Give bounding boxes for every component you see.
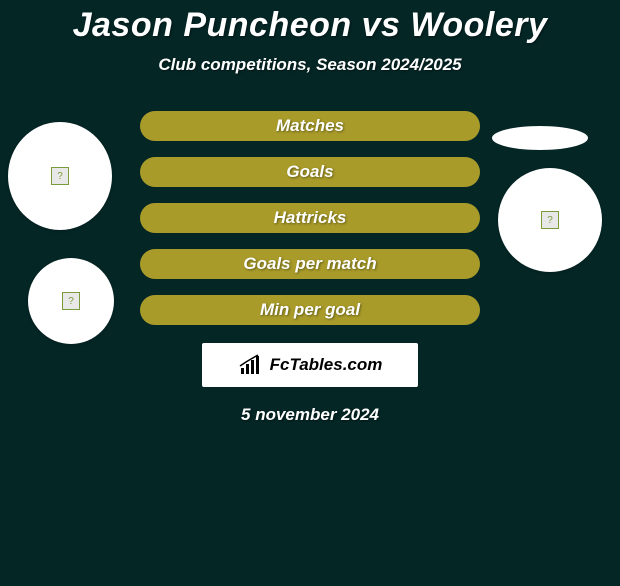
stat-label: Min per goal bbox=[260, 300, 360, 320]
brand-attribution: FcTables.com bbox=[202, 343, 418, 387]
stat-label: Matches bbox=[276, 116, 344, 136]
stat-bar: Min per goal bbox=[140, 295, 480, 325]
stats-container: ? ? ? 2Matches0Goals0HattricksGoals per … bbox=[0, 111, 620, 325]
stat-bar: 0Hattricks bbox=[140, 203, 480, 233]
stat-row: Goals per match bbox=[0, 249, 620, 279]
stat-bar: 2Matches bbox=[140, 111, 480, 141]
stat-bar-right bbox=[310, 157, 480, 187]
stat-row: 0Hattricks bbox=[0, 203, 620, 233]
bar-chart-icon bbox=[238, 354, 264, 376]
stat-bar-left bbox=[140, 157, 310, 187]
page-title: Jason Puncheon vs Woolery bbox=[0, 6, 620, 45]
stat-row: Min per goal bbox=[0, 295, 620, 325]
stat-row: 2Matches bbox=[0, 111, 620, 141]
stat-row: 0Goals bbox=[0, 157, 620, 187]
stat-bar: 0Goals bbox=[140, 157, 480, 187]
stat-label: Goals per match bbox=[243, 254, 376, 274]
subtitle: Club competitions, Season 2024/2025 bbox=[0, 55, 620, 75]
stat-label: Goals bbox=[286, 162, 333, 182]
stat-label: Hattricks bbox=[274, 208, 347, 228]
date-label: 5 november 2024 bbox=[0, 405, 620, 425]
brand-text: FcTables.com bbox=[270, 355, 383, 375]
stat-bar: Goals per match bbox=[140, 249, 480, 279]
